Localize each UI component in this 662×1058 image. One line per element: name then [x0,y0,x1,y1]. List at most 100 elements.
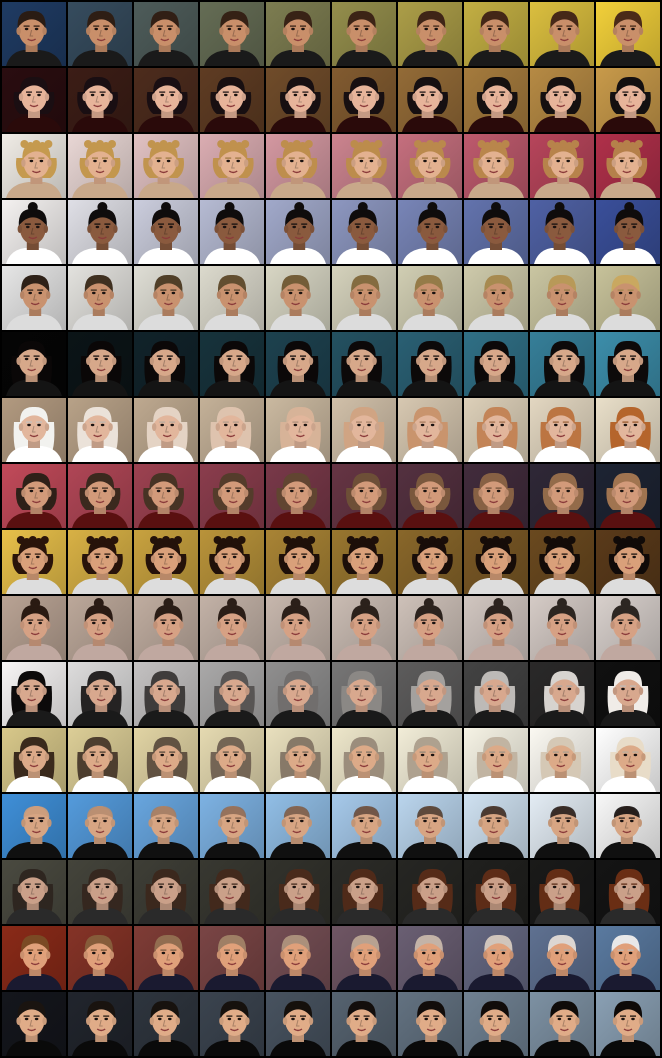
face-thumbnail [68,398,132,462]
face-thumbnail [200,2,264,66]
face-thumbnail [266,464,330,528]
face-thumbnail [134,926,198,990]
face-image [464,2,528,66]
face-image [266,68,330,132]
face-image [200,794,264,858]
face-thumbnail [266,134,330,198]
face-thumbnail [596,992,660,1056]
face-thumbnail [134,266,198,330]
face-image [530,2,594,66]
face-image [596,200,660,264]
face-image [200,266,264,330]
face-image [464,926,528,990]
face-thumbnail [332,398,396,462]
face-thumbnail [596,926,660,990]
face-image [332,662,396,726]
face-image [596,662,660,726]
face-thumbnail [530,992,594,1056]
face-image [596,464,660,528]
face-image [200,992,264,1056]
face-image [596,398,660,462]
face-thumbnail [332,926,396,990]
face-image [266,794,330,858]
face-image [68,464,132,528]
face-thumbnail [464,2,528,66]
face-thumbnail [332,266,396,330]
face-thumbnail [332,662,396,726]
face-image [530,68,594,132]
face-thumbnail [200,464,264,528]
face-thumbnail [200,992,264,1056]
face-image [2,2,66,66]
face-thumbnail [200,728,264,792]
face-thumbnail [530,398,594,462]
face-image [332,398,396,462]
face-thumbnail [332,134,396,198]
face-thumbnail [596,2,660,66]
face-thumbnail [332,860,396,924]
face-thumbnail [530,728,594,792]
face-image [134,464,198,528]
face-image [596,2,660,66]
face-thumbnail [68,2,132,66]
face-thumbnail [2,68,66,132]
face-thumbnail [134,662,198,726]
face-image [332,596,396,660]
face-thumbnail [68,68,132,132]
face-image [530,464,594,528]
face-thumbnail [2,992,66,1056]
face-image [68,794,132,858]
face-thumbnail [464,728,528,792]
face-thumbnail [596,728,660,792]
face-image [266,926,330,990]
face-image [200,530,264,594]
face-thumbnail [398,134,462,198]
face-image [332,266,396,330]
face-thumbnail [68,200,132,264]
face-thumbnail [266,2,330,66]
face-image [596,332,660,396]
face-thumbnail [398,662,462,726]
face-thumbnail [398,860,462,924]
face-image [332,728,396,792]
face-image [530,794,594,858]
face-image [332,860,396,924]
face-thumbnail [530,662,594,726]
face-image [68,266,132,330]
face-thumbnail [530,68,594,132]
face-image [68,728,132,792]
face-thumbnail [530,332,594,396]
face-thumbnail [2,662,66,726]
face-image [134,2,198,66]
face-image [200,200,264,264]
face-image [134,728,198,792]
face-thumbnail [398,596,462,660]
face-image [2,992,66,1056]
face-image [398,860,462,924]
face-thumbnail [266,200,330,264]
face-image [596,68,660,132]
face-thumbnail [2,728,66,792]
face-image [134,530,198,594]
face-image [398,266,462,330]
face-thumbnail [200,200,264,264]
face-thumbnail [68,332,132,396]
face-image [2,530,66,594]
face-image [398,464,462,528]
face-image [464,398,528,462]
face-image [464,596,528,660]
face-image [398,68,462,132]
face-thumbnail [200,794,264,858]
face-thumbnail [530,2,594,66]
face-thumbnail [266,794,330,858]
face-image [398,134,462,198]
face-thumbnail [596,332,660,396]
face-image [134,662,198,726]
face-thumbnail [266,266,330,330]
face-image [530,530,594,594]
face-image [134,992,198,1056]
face-thumbnail [134,200,198,264]
face-image [464,332,528,396]
face-thumbnail [200,134,264,198]
face-thumbnail [2,398,66,462]
